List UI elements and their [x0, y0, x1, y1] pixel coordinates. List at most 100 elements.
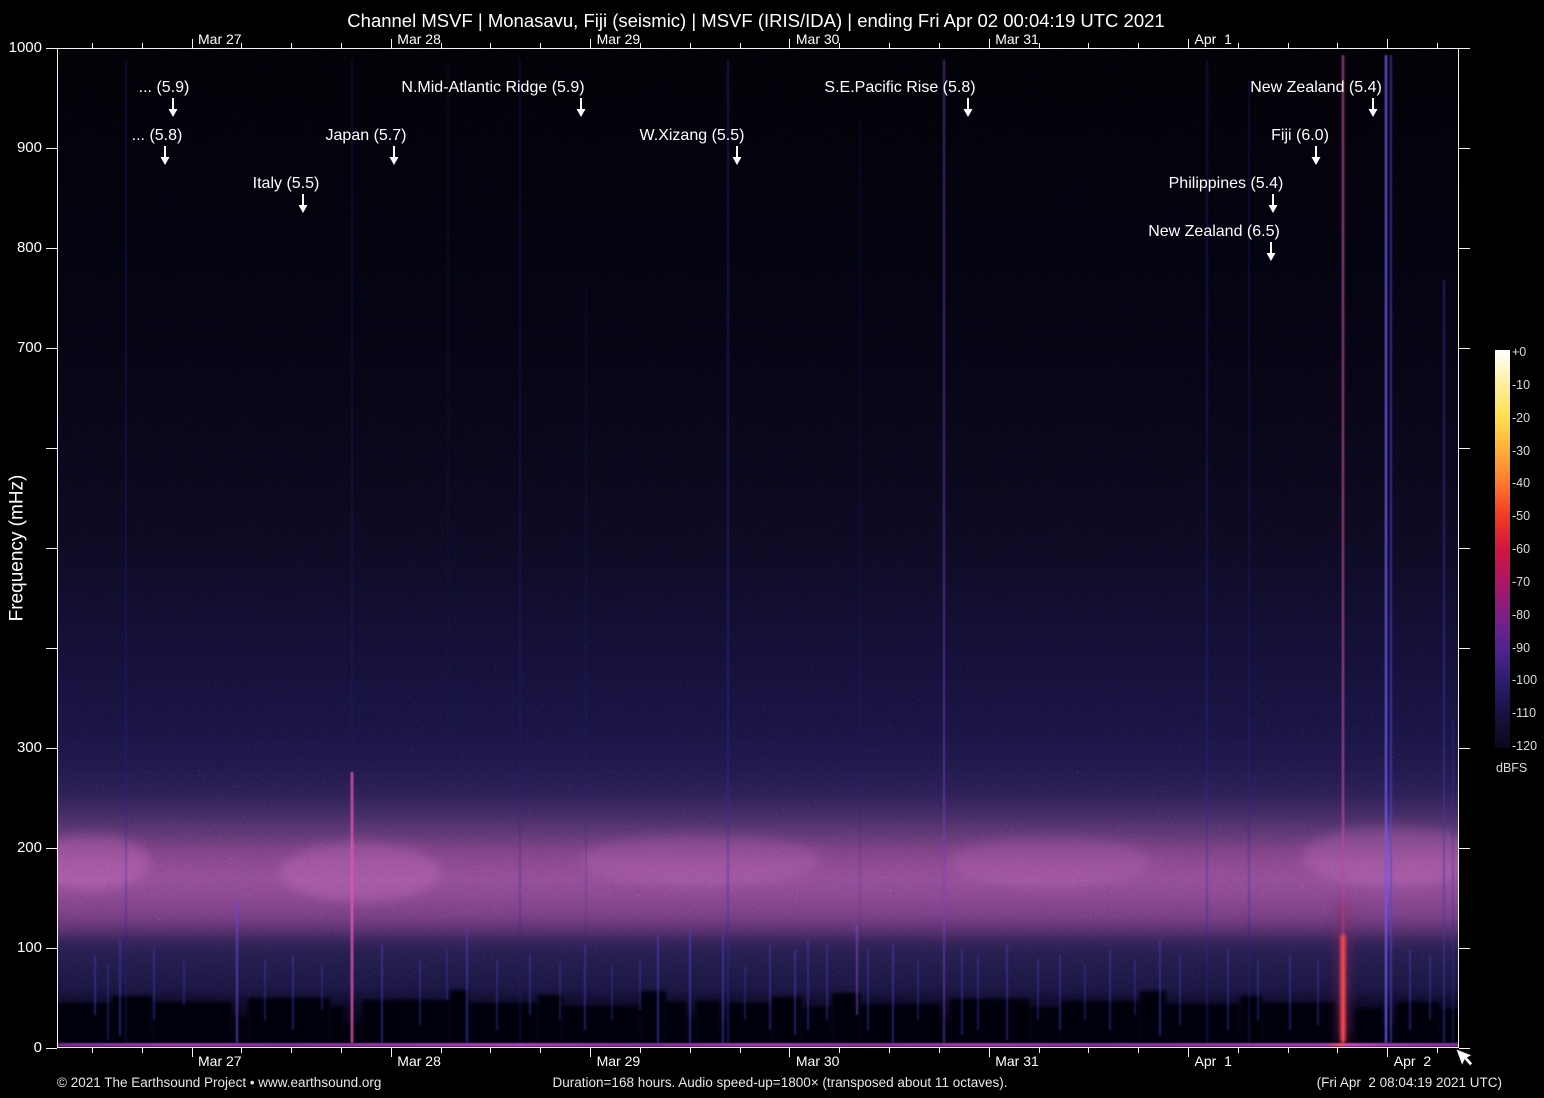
y-axis-label: 100	[16, 939, 42, 956]
low-band-dark-blob	[538, 995, 562, 1043]
y-tick	[46, 847, 57, 849]
x-tick	[390, 39, 392, 48]
x-tick	[789, 1048, 791, 1057]
low-band-blue-dash	[917, 960, 919, 1020]
low-band-blue-dash	[977, 955, 979, 1030]
event-streak	[350, 772, 354, 1043]
x-tick	[789, 39, 791, 48]
event-annotation: S.E.Pacific Rise (5.8)	[824, 79, 976, 96]
x-tick	[1337, 43, 1339, 48]
x-axis-day-label-top: Mar 27	[198, 31, 242, 47]
low-band-blue-dash	[1059, 955, 1061, 1030]
low-band-dark-blob	[640, 991, 666, 1043]
x-axis-day-label-top: Mar 28	[397, 31, 441, 47]
x-axis-day-label-top: Mar 30	[795, 31, 840, 47]
x-tick	[639, 1048, 641, 1053]
y-tick	[1459, 647, 1470, 649]
colorbar-tick-label: -20	[1512, 410, 1531, 425]
event-annotation: Italy (5.5)	[252, 175, 320, 192]
low-band-blue-dash	[892, 945, 894, 1043]
event-streak	[1340, 935, 1346, 1042]
y-tick	[46, 947, 57, 949]
x-tick	[1387, 1048, 1389, 1057]
low-band-blue-dash	[107, 965, 109, 1040]
low-band-blue-dash	[1179, 955, 1181, 1025]
page-title: Channel MSVF | Monasavu, Fiji (seismic) …	[347, 10, 1165, 31]
x-tick	[590, 1048, 592, 1057]
event-arrow-head	[1266, 253, 1276, 261]
low-band-blue-dash	[1037, 960, 1039, 1020]
x-tick	[141, 43, 143, 48]
event-annotation: Japan (5.7)	[325, 127, 407, 144]
colorbar-tick-label: -50	[1512, 509, 1531, 524]
y-tick	[1459, 947, 1470, 949]
low-band-dark-blob	[57, 1003, 112, 1043]
event-streak	[1452, 720, 1454, 1043]
low-band-dark-blob	[1140, 991, 1166, 1043]
microseism-bright-patch	[580, 834, 820, 886]
microseism-bright-patch	[30, 834, 150, 890]
colorbar-tick-label: -120	[1512, 739, 1538, 753]
y-tick	[1459, 147, 1470, 149]
x-axis-day-label: Apr 2	[1393, 1053, 1432, 1069]
x-axis-day-label: Mar 29	[596, 1053, 641, 1069]
event-arrow-head	[389, 157, 399, 165]
event-streak	[859, 120, 861, 930]
low-band-dark-blob	[666, 1002, 686, 1043]
x-tick	[1188, 39, 1189, 48]
colorbar	[1495, 350, 1510, 748]
x-tick	[1188, 1048, 1189, 1057]
low-band-dark-blob	[1060, 1001, 1140, 1043]
spectrogram-canvas	[30, 48, 1482, 1048]
low-band-dark-blob	[1166, 1004, 1240, 1043]
low-band-dark-blob	[362, 1000, 450, 1043]
event-annotation: Philippines (5.4)	[1168, 175, 1284, 192]
x-tick	[1038, 43, 1040, 48]
low-band-dark-blob	[562, 1006, 640, 1043]
footer-copyright: © 2021 The Earthsound Project • www.eart…	[57, 1075, 382, 1090]
y-axis-label: 800	[16, 239, 42, 256]
x-axis-day-label: Mar 31	[995, 1053, 1039, 1069]
event-streak	[1248, 80, 1250, 1043]
low-band-blue-dash	[1134, 960, 1136, 1015]
event-streak	[585, 290, 587, 950]
y-tick	[1459, 847, 1470, 849]
y-tick	[46, 747, 57, 749]
x-tick	[839, 1048, 841, 1053]
event-streak	[1341, 55, 1345, 1043]
low-band-blue-dash	[611, 965, 613, 1020]
x-tick	[191, 1048, 193, 1057]
low-band-dark-blob	[1262, 1003, 1336, 1043]
x-tick	[340, 1048, 342, 1053]
x-tick	[590, 39, 592, 48]
event-streak	[125, 60, 127, 1043]
y-tick	[1459, 1047, 1470, 1049]
x-tick	[839, 43, 841, 48]
x-axis-day-label: Mar 30	[795, 1053, 840, 1069]
low-band-dark-blob	[686, 1018, 696, 1043]
low-band-blue-dash	[769, 945, 771, 1030]
x-tick	[889, 43, 891, 48]
x-tick	[540, 1048, 542, 1053]
low-band-dark-blob	[1240, 996, 1262, 1043]
event-annotation: New Zealand (5.4)	[1250, 79, 1382, 96]
low-band-dark-blob	[232, 1016, 248, 1043]
y-tick	[46, 247, 57, 249]
low-band-dark-blob	[1354, 1008, 1382, 1043]
event-streak	[519, 60, 521, 1043]
low-band-dark-blob	[1382, 1026, 1396, 1043]
event-annotation: W.Xizang (5.5)	[639, 127, 745, 144]
event-arrow-head	[160, 157, 170, 165]
low-band-blue-dash	[446, 950, 448, 1000]
y-tick	[46, 447, 57, 449]
x-tick	[1088, 1048, 1090, 1053]
low-band-dark-blob	[248, 998, 330, 1043]
low-band-blue-dash	[466, 930, 468, 1043]
low-band-blue-dash	[856, 925, 858, 1015]
event-arrow-head	[1268, 205, 1278, 213]
x-tick	[91, 1048, 93, 1053]
y-axis-label: 200	[16, 839, 42, 856]
y-axis-title-text: Frequency (mHz)	[6, 474, 27, 622]
low-band-dark-blob	[468, 1003, 538, 1043]
colorbar-tick-label: -100	[1512, 673, 1538, 688]
